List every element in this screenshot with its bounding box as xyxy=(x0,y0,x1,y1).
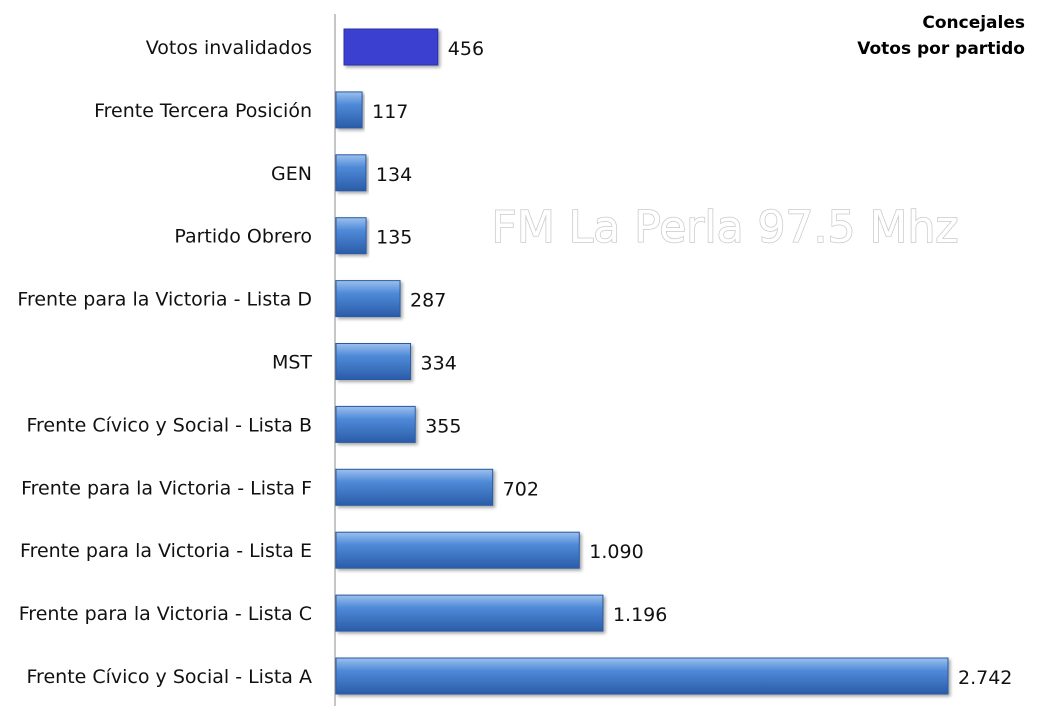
value-label-7: 702 xyxy=(503,478,539,500)
value-label-9: 1.196 xyxy=(613,604,667,626)
watermark-text: FM La Perla 97.5 Mhz xyxy=(492,202,959,253)
bar-10 xyxy=(335,657,949,695)
category-label-9: Frente para la Victoria - Lista C xyxy=(19,603,312,625)
category-label-2: GEN xyxy=(271,163,312,185)
category-label-10: Frente Cívico y Social - Lista A xyxy=(27,666,312,688)
category-label-4: Frente para la Victoria - Lista D xyxy=(17,289,312,311)
chart-subtitle: Votos por partido xyxy=(857,39,1025,59)
value-label-1: 117 xyxy=(372,101,408,123)
category-labels: Votos invalidados Frente Tercera Posición… xyxy=(17,37,312,688)
value-label-10: 2.742 xyxy=(958,667,1012,689)
bar-5 xyxy=(335,343,412,380)
chart-title: Concejales xyxy=(922,13,1025,33)
value-label-2: 134 xyxy=(376,164,412,186)
bar-8 xyxy=(335,531,580,569)
bar-2 xyxy=(335,154,367,192)
value-label-5: 334 xyxy=(421,353,457,375)
value-labels: 456 117 134 135 287 334 355 702 1.090 1.196 2.742 xyxy=(372,38,1012,689)
category-label-5: MST xyxy=(272,352,312,374)
value-label-3: 135 xyxy=(376,227,412,249)
bars-group xyxy=(335,28,949,695)
bar-3 xyxy=(335,217,367,255)
bar-1 xyxy=(335,91,363,129)
category-label-3: Partido Obrero xyxy=(174,226,312,248)
value-label-0: 456 xyxy=(448,38,484,60)
bar-7 xyxy=(335,468,494,506)
value-label-4: 287 xyxy=(410,290,446,312)
bar-6 xyxy=(335,405,416,443)
value-label-8: 1.090 xyxy=(589,541,643,563)
category-label-7: Frente para la Victoria - Lista F xyxy=(21,477,312,499)
bar-4 xyxy=(335,280,401,318)
category-label-6: Frente Cívico y Social - Lista B xyxy=(26,414,312,436)
value-label-6: 355 xyxy=(425,415,461,437)
bar-9 xyxy=(335,594,604,632)
category-label-1: Frente Tercera Posición xyxy=(94,100,312,122)
category-label-8: Frente para la Victoria - Lista E xyxy=(20,540,312,562)
category-label-0: Votos invalidados xyxy=(146,37,312,59)
bar-0 xyxy=(343,28,439,66)
